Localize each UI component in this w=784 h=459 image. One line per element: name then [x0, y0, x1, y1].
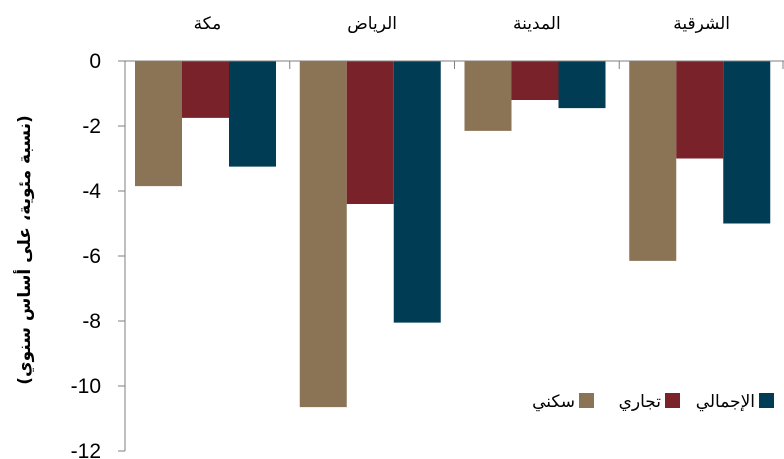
category-labels: مكة الرياض المدينة الشرقية: [194, 14, 730, 34]
legend-label-1: تجاري: [619, 392, 662, 412]
y-tick-label-1: -2: [82, 115, 101, 138]
y-tick-label-4: -8: [82, 310, 101, 333]
y-tick-label-5: -10: [71, 375, 101, 398]
legend: الإجمالي تجاري سكني: [532, 392, 774, 412]
bar-1-1: [346, 61, 394, 204]
bar-0-3: [629, 61, 677, 261]
bar-0-2: [464, 61, 512, 131]
legend-swatch-2: [579, 393, 594, 408]
bar-1-0: [182, 61, 229, 118]
y-tick-label-6: -12: [71, 440, 101, 459]
legend-label-0: الإجمالي: [696, 392, 755, 412]
legend-swatch-1: [665, 393, 680, 408]
bar-0-1: [299, 61, 347, 408]
y-tick-label-0: 0: [89, 50, 101, 73]
bar-1-3: [676, 61, 724, 159]
category-label-0: مكة: [194, 14, 222, 34]
bar-2-3: [723, 61, 771, 224]
y-axis-label: (نسبة مئوية، على أساس سنوي): [13, 115, 35, 384]
bar-2-1: [393, 61, 441, 323]
x-axis: [124, 60, 784, 69]
bar-1-2: [511, 61, 559, 100]
y-tick-label-3: -6: [82, 245, 101, 268]
y-axis: 0 -2 -4 -6 -8 -10 -12: [71, 50, 126, 459]
category-label-3: الشرقية: [673, 14, 730, 34]
bar-0-0: [135, 61, 182, 187]
legend-swatch-0: [759, 393, 774, 408]
category-label-1: الرياض: [347, 14, 397, 34]
bar-2-2: [558, 61, 606, 109]
legend-label-2: سكني: [532, 392, 575, 412]
category-label-2: المدينة: [513, 14, 561, 34]
bar-2-0: [229, 61, 276, 167]
y-tick-label-2: -4: [82, 180, 101, 203]
bars: [135, 61, 771, 408]
